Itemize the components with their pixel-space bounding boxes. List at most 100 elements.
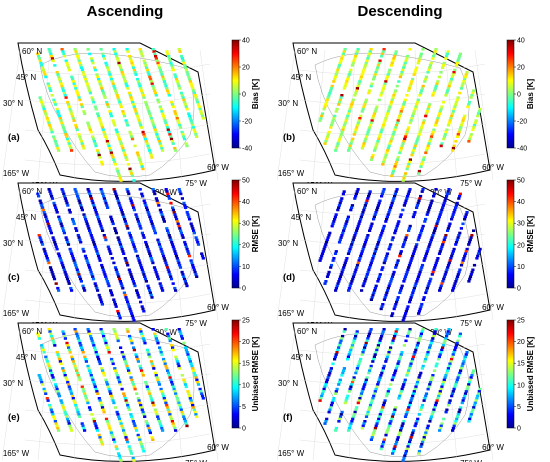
data-pixel xyxy=(75,52,79,56)
data-pixel xyxy=(359,75,363,79)
data-pixel xyxy=(77,96,81,99)
data-pixel xyxy=(385,75,389,79)
data-pixel xyxy=(40,383,45,386)
data-pixel xyxy=(379,337,383,340)
data-pixel xyxy=(390,277,394,281)
data-pixel xyxy=(348,351,352,354)
data-pixel xyxy=(353,234,357,237)
data-pixel xyxy=(82,110,86,113)
data-pixel xyxy=(381,406,385,409)
data-pixel xyxy=(352,376,356,379)
data-pixel xyxy=(143,277,148,281)
data-pixel xyxy=(159,211,163,214)
data-pixel xyxy=(383,259,387,262)
data-pixel xyxy=(398,355,402,359)
data-pixel xyxy=(475,257,479,260)
data-pixel xyxy=(48,367,52,370)
data-pixel xyxy=(449,360,453,363)
data-pixel xyxy=(130,312,134,315)
data-pixel xyxy=(449,257,453,260)
data-pixel xyxy=(441,64,445,67)
colorbar-tick-label: -20 xyxy=(517,119,527,126)
data-pixel xyxy=(334,250,338,253)
data-pixel xyxy=(408,261,412,265)
data-pixel xyxy=(180,197,184,200)
data-pixel xyxy=(119,179,123,182)
data-pixel xyxy=(337,240,342,244)
data-pixel xyxy=(161,394,166,398)
data-pixel xyxy=(415,380,420,384)
data-pixel xyxy=(132,206,136,209)
data-pixel xyxy=(426,387,430,391)
data-pixel xyxy=(163,399,167,402)
data-pixel xyxy=(180,270,184,274)
data-pixel xyxy=(118,383,123,386)
data-pixel xyxy=(86,364,90,368)
data-pixel xyxy=(417,169,421,173)
data-pixel xyxy=(403,378,407,382)
data-pixel xyxy=(184,348,188,352)
data-pixel xyxy=(336,348,340,352)
data-pixel xyxy=(156,137,161,141)
data-pixel xyxy=(353,337,357,340)
data-pixel xyxy=(407,406,411,409)
data-pixel xyxy=(420,330,424,333)
data-pixel xyxy=(356,224,360,228)
data-pixel xyxy=(139,300,143,304)
data-pixel xyxy=(168,376,172,379)
data-pixel xyxy=(76,54,80,58)
data-pixel xyxy=(444,94,448,97)
data-pixel xyxy=(146,211,150,214)
data-pixel xyxy=(355,87,359,90)
data-pixel xyxy=(373,73,377,76)
data-pixel xyxy=(446,50,450,53)
data-pixel xyxy=(48,266,53,269)
colorbar-tick-label: 30 xyxy=(242,221,250,228)
data-pixel xyxy=(367,54,371,58)
data-pixel xyxy=(193,410,197,414)
colorbar-tick-label: 20 xyxy=(242,242,250,249)
data-pixel xyxy=(182,98,186,102)
data-pixel xyxy=(389,103,393,106)
data-pixel xyxy=(177,121,181,125)
data-pixel xyxy=(115,334,119,338)
data-pixel xyxy=(368,190,372,193)
data-pixel xyxy=(419,334,423,338)
data-pixel xyxy=(385,217,389,221)
data-pixel xyxy=(364,135,369,138)
data-pixel xyxy=(376,420,380,423)
data-pixel xyxy=(195,378,199,382)
data-pixel xyxy=(434,48,438,51)
data-pixel xyxy=(140,192,144,196)
data-pixel xyxy=(171,385,175,389)
data-pixel xyxy=(395,188,399,191)
data-pixel xyxy=(184,346,188,349)
data-pixel xyxy=(90,413,94,416)
data-pixel xyxy=(148,252,152,255)
data-pixel xyxy=(75,229,79,232)
graticule-parallel xyxy=(299,433,486,445)
data-pixel xyxy=(56,286,60,290)
data-pixel xyxy=(440,282,444,285)
data-pixel xyxy=(66,103,71,106)
data-pixel xyxy=(74,227,78,230)
data-pixel xyxy=(438,289,442,292)
data-pixel xyxy=(116,413,120,416)
data-pixel xyxy=(434,401,438,405)
data-pixel xyxy=(382,364,386,368)
data-pixel xyxy=(423,360,427,363)
data-pixel xyxy=(169,238,173,242)
data-pixel xyxy=(176,259,180,262)
data-pixel xyxy=(464,73,468,76)
graticule-parallel xyxy=(24,343,211,355)
data-pixel xyxy=(153,231,157,235)
data-pixel xyxy=(39,238,43,242)
data-pixel xyxy=(104,238,108,242)
data-pixel xyxy=(414,348,418,352)
data-pixel xyxy=(416,238,420,242)
data-pixel xyxy=(454,420,458,423)
data-pixel xyxy=(146,284,150,288)
data-pixel xyxy=(367,52,371,56)
data-pixel xyxy=(46,82,50,86)
data-pixel xyxy=(110,220,114,223)
